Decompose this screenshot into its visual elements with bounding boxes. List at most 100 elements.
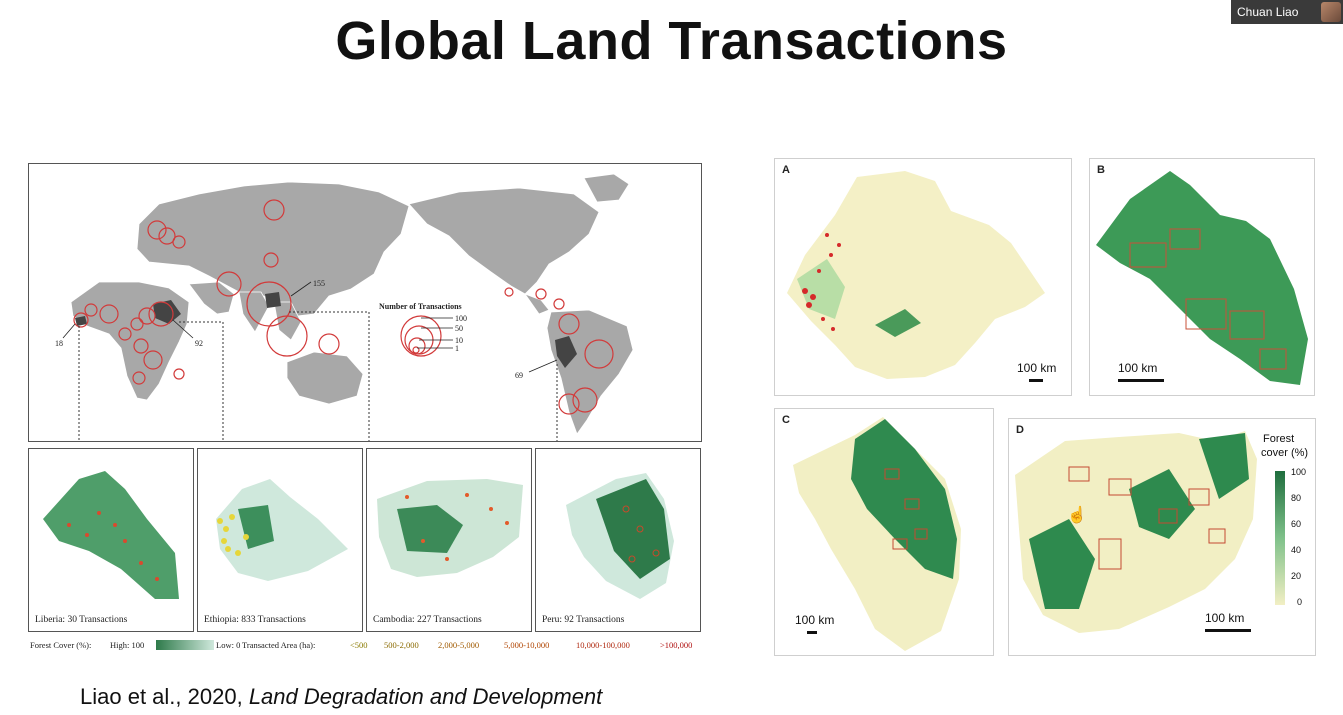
label-peru: 69: [515, 371, 523, 380]
cambodia-highlight: [265, 292, 281, 308]
mouse-cursor-icon: ☝: [1067, 507, 1087, 524]
panel-c: C 100 km: [774, 408, 994, 656]
inset-ethiopia: Ethiopia: 833 Transactions: [197, 448, 363, 632]
legend-title-line1: Forest: [1263, 433, 1295, 445]
colorbar-tick-40: 40: [1291, 545, 1302, 555]
peru-highlight: [555, 336, 577, 368]
inset-cambodia: Cambodia: 227 Transactions: [366, 448, 532, 632]
transaction-circle: [138, 307, 156, 325]
scale-bar: [1029, 379, 1043, 382]
eurasia-shape: [136, 181, 410, 317]
legend-value-10: 10: [455, 336, 463, 345]
australia-shape: [286, 351, 364, 405]
panel-a: A 100 km: [774, 158, 1072, 396]
transaction-circle: [318, 333, 340, 355]
colorbar-tick-20: 20: [1291, 571, 1302, 581]
colorbar-tick-0: 0: [1297, 597, 1303, 607]
scale-label: 100 km: [1118, 361, 1158, 375]
legend-circle-100: [400, 315, 442, 357]
map-legend: Forest Cover (%): High: 100 Low: 0 Trans…: [30, 640, 702, 654]
legend-value-100: 100: [455, 314, 467, 323]
transaction-circle: [130, 317, 144, 331]
legend-value-50: 50: [455, 324, 463, 333]
area-title: Transacted Area (ha):: [242, 640, 316, 650]
liberia-forest-map: [43, 471, 179, 599]
scale-bar: [807, 631, 817, 634]
participant-video-tile[interactable]: Chuan Liao: [1231, 0, 1343, 24]
legend-title: Number of Transactions: [379, 302, 462, 311]
scale-label: 100 km: [1017, 361, 1057, 375]
peru-forest-map: [566, 473, 674, 599]
participant-name: Chuan Liao: [1237, 5, 1299, 19]
transaction-circle: [216, 271, 242, 297]
inset-caption: Peru: 92 Transactions: [542, 615, 625, 625]
slide-title: Global Land Transactions: [335, 11, 1008, 71]
area-class: 500-2,000: [384, 640, 419, 650]
forest-cover-low: Low: 0: [216, 640, 241, 650]
transaction-circle: [132, 371, 146, 385]
transaction-circle: [73, 312, 89, 328]
transaction-circle: [558, 393, 580, 415]
scale-label: 100 km: [795, 613, 835, 627]
forest-cover-ramp: [156, 640, 214, 650]
colorbar-tick-100: 100: [1291, 467, 1307, 477]
transaction-circle: [84, 303, 98, 317]
legend-title-line2: cover (%): [1261, 447, 1309, 459]
cambodia-forest-map: [377, 479, 523, 577]
area-class: 2,000-5,000: [438, 640, 480, 650]
scale-label: 100 km: [1205, 611, 1245, 625]
transaction-circle: [143, 350, 163, 370]
peru-forest-cover-map: [793, 417, 961, 651]
forest-cover-colorbar: [1275, 471, 1285, 605]
liberia-forest-cover-map: [1096, 171, 1308, 385]
transaction-circle: [158, 227, 176, 245]
forest-cover-label: Forest Cover (%):: [30, 640, 92, 650]
inset-peru: Peru: 92 Transactions: [535, 448, 701, 632]
ethiopia-forest-map: [216, 479, 348, 581]
legend-value-1: 1: [455, 344, 459, 353]
inset-caption: Cambodia: 227 Transactions: [373, 615, 482, 625]
citation-authors: Liao et al., 2020,: [80, 684, 243, 709]
transaction-circle: [173, 368, 185, 380]
world-map-figure: Number of Transactions 100 50 10 1 155 9…: [28, 163, 702, 442]
inset-caption: Liberia: 30 Transactions: [35, 615, 128, 625]
liberia-highlight: [75, 316, 87, 326]
legend-circle-1: [412, 346, 420, 354]
panel-label: B: [1097, 164, 1105, 176]
panel-label: A: [782, 164, 790, 176]
transaction-circle: [263, 252, 279, 268]
transaction-circle: [504, 287, 514, 297]
area-class: 10,000-100,000: [576, 640, 630, 650]
label-cambodia: 155: [313, 279, 325, 288]
ethiopia-highlight: [153, 300, 181, 324]
citation: Liao et al., 2020, Land Degradation and …: [80, 684, 602, 710]
transaction-circle: [118, 327, 132, 341]
greenland-shape: [583, 173, 630, 203]
africa-shape: [70, 281, 190, 401]
transaction-circle: [572, 387, 598, 413]
north-america-shape: [408, 187, 600, 295]
area-class: 5,000-10,000: [504, 640, 550, 650]
panel-b: B 100 km: [1089, 158, 1315, 396]
legend-circle-10: [408, 337, 426, 355]
inset-caption: Ethiopia: 833 Transactions: [204, 615, 306, 625]
inset-liberia: Liberia: 30 Transactions: [28, 448, 194, 632]
colorbar-tick-60: 60: [1291, 519, 1302, 529]
label-ethiopia: 92: [195, 339, 203, 348]
transaction-circle: [99, 304, 119, 324]
transaction-circle: [172, 235, 186, 249]
world-map: Number of Transactions 100 50 10 1 155 9…: [55, 173, 634, 441]
panel-label: C: [782, 414, 790, 426]
citation-journal: Land Degradation and Development: [248, 684, 603, 709]
ethiopia-forest-cover-map: [787, 171, 1045, 379]
transaction-circle: [133, 338, 149, 354]
transaction-circle: [584, 339, 614, 369]
transaction-circle: [535, 288, 547, 300]
transaction-circle: [148, 301, 174, 327]
transaction-circle: [147, 220, 167, 240]
area-class: >100,000: [660, 640, 693, 650]
panel-label: D: [1016, 424, 1024, 436]
scale-bar: [1118, 379, 1164, 382]
transaction-circle: [553, 298, 565, 310]
colorbar-tick-80: 80: [1291, 493, 1302, 503]
